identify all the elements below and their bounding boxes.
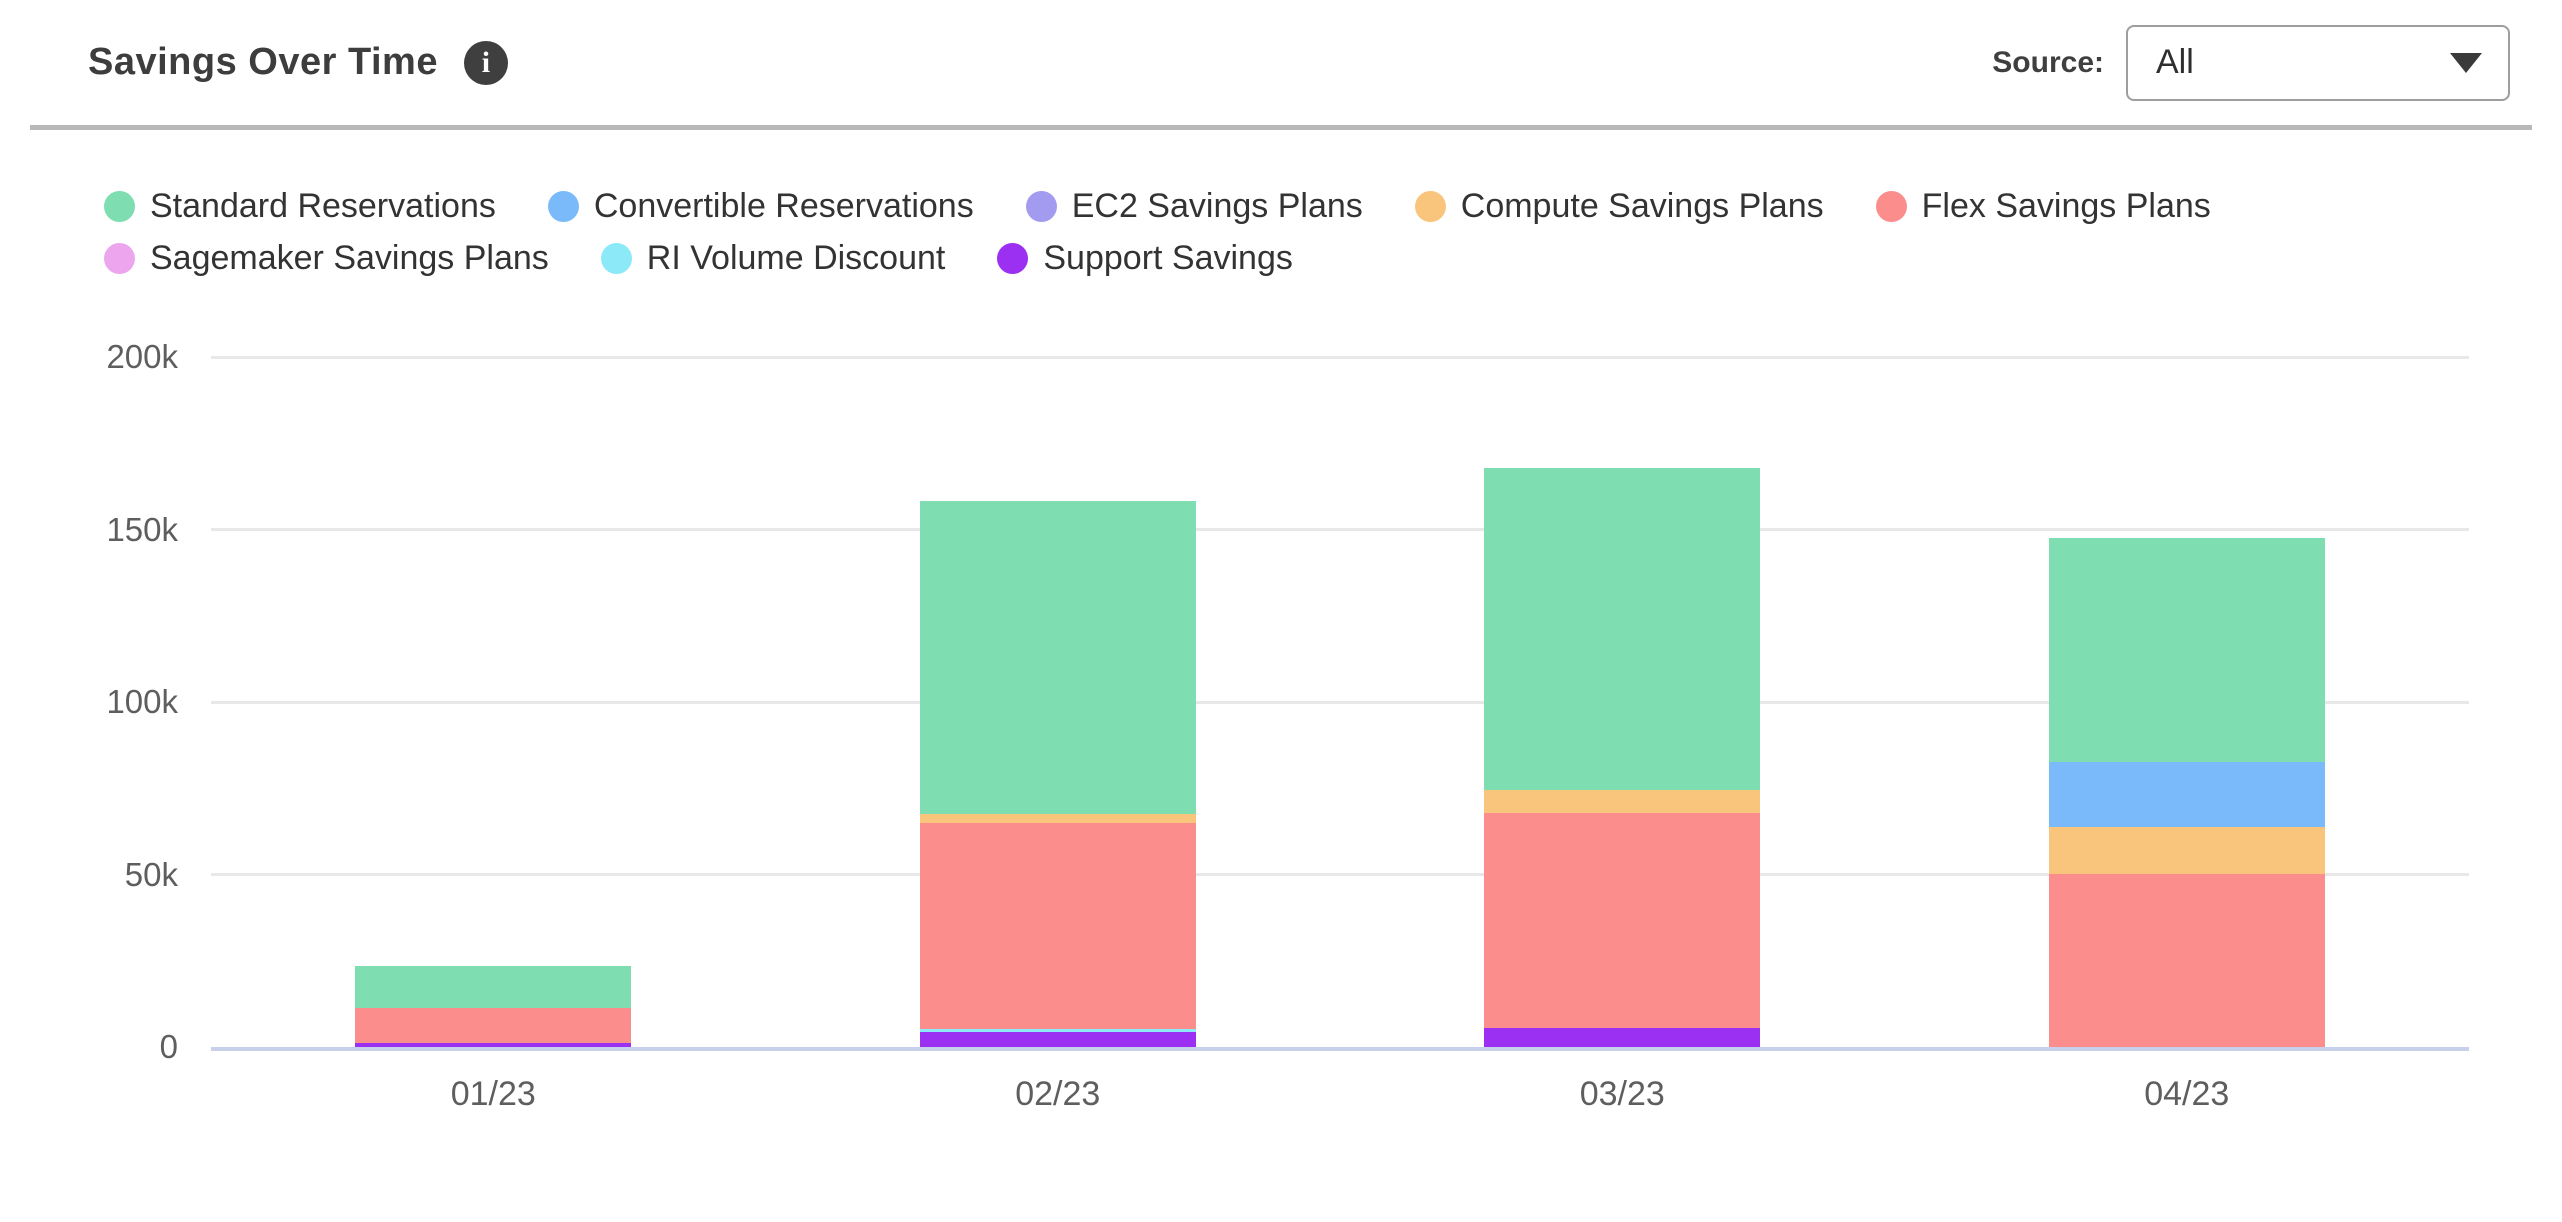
chevron-down-icon	[2450, 52, 2482, 73]
legend-item-ri-volume-discount[interactable]: RI Volume Discount	[600, 238, 946, 278]
legend-label: Compute Savings Plans	[1460, 186, 1824, 225]
legend-label: RI Volume Discount	[646, 238, 946, 277]
bar-04-23-segment-standard-reservations[interactable]	[2048, 538, 2325, 763]
x-tick-label-01-23: 01/23	[450, 1075, 536, 1113]
bar-02-23-segment-standard-reservations[interactable]	[919, 501, 1196, 815]
legend-label: EC2 Savings Plans	[1071, 186, 1363, 225]
legend-label: Convertible Reservations	[593, 186, 974, 225]
legend-dot-icon	[1025, 190, 1057, 222]
y-tick-label-100k: 100k	[106, 683, 178, 720]
legend-item-compute-savings-plans[interactable]: Compute Savings Plans	[1414, 186, 1824, 226]
gridline-50k	[211, 873, 2469, 876]
bar-03-23-segment-flex-savings-plans[interactable]	[1484, 813, 1761, 1029]
legend-dot-icon	[1414, 190, 1446, 222]
x-tick-label-02-23: 02/23	[1015, 1075, 1101, 1113]
chart-area: 0 50k 100k 150k 200k 01/23 02/23 03/23 04/23	[0, 338, 2562, 1135]
bar-02-23-segment-support-savings[interactable]	[919, 1032, 1196, 1047]
legend-dot-icon	[997, 242, 1029, 274]
bar-04-23-segment-convertible-reservations[interactable]	[2048, 762, 2325, 828]
bar-02-23-segment-ri-volume-discount[interactable]	[919, 1029, 1196, 1033]
info-icon-glyph: i	[481, 45, 491, 79]
legend-dot-icon	[104, 190, 135, 222]
gridline-100k	[211, 700, 2469, 704]
source-select-value: All	[2156, 43, 2194, 81]
legend-dot-icon	[547, 190, 579, 222]
widget-header: Savings Over Time i Source: All	[30, 0, 2532, 130]
legend-label: Standard Reservations	[150, 186, 496, 225]
legend-item-ec2-savings-plans[interactable]: EC2 Savings Plans	[1025, 186, 1363, 226]
y-tick-label-0: 0	[159, 1028, 178, 1065]
y-tick-label-150k: 150k	[106, 510, 178, 548]
x-axis-line	[211, 1047, 2469, 1051]
source-select[interactable]: All	[2126, 24, 2510, 101]
legend-item-convertible-reservations[interactable]: Convertible Reservations	[547, 186, 974, 226]
source-label: Source:	[1992, 45, 2104, 79]
legend-dot-icon	[104, 242, 135, 274]
page-title: Savings Over Time	[88, 41, 438, 83]
x-tick-label-04-23: 04/23	[2144, 1075, 2230, 1113]
legend-dot-icon	[600, 242, 632, 274]
bar-02-23-segment-compute-savings-plans[interactable]	[919, 814, 1196, 824]
bar-03-23-segment-support-savings[interactable]	[1484, 1028, 1761, 1047]
bar-03-23-segment-compute-savings-plans[interactable]	[1484, 789, 1761, 814]
gridline-200k	[211, 355, 2469, 359]
y-tick-label-200k: 200k	[106, 338, 178, 375]
bar-01-23-segment-support-savings[interactable]	[355, 1042, 632, 1047]
legend-label: Sagemaker Savings Plans	[150, 238, 549, 277]
x-tick-label-03-23: 03/23	[1579, 1075, 1665, 1113]
bar-03-23-segment-standard-reservations[interactable]	[1484, 468, 1761, 790]
bar-01-23-segment-standard-reservations[interactable]	[355, 965, 632, 1009]
bar-04-23-segment-compute-savings-plans[interactable]	[2048, 827, 2325, 875]
bar-04-23-segment-flex-savings-plans[interactable]	[2048, 874, 2325, 1047]
bar-02-23-segment-flex-savings-plans[interactable]	[919, 823, 1196, 1030]
legend-item-flex-savings-plans[interactable]: Flex Savings Plans	[1875, 186, 2211, 226]
legend-label: Support Savings	[1043, 238, 1293, 277]
y-tick-label-50k: 50k	[124, 855, 178, 893]
legend-item-standard-reservations[interactable]: Standard Reservations	[104, 186, 496, 226]
chart-legend: Standard Reservations Convertible Reserva…	[104, 186, 2434, 278]
legend-item-sagemaker-savings-plans[interactable]: Sagemaker Savings Plans	[104, 238, 549, 278]
gridline-150k	[211, 528, 2469, 531]
legend-item-support-savings[interactable]: Support Savings	[997, 238, 1293, 278]
legend-label: Flex Savings Plans	[1921, 186, 2211, 225]
info-icon[interactable]: i	[463, 40, 508, 85]
bar-01-23-segment-flex-savings-plans[interactable]	[355, 1008, 632, 1043]
legend-dot-icon	[1875, 190, 1907, 222]
